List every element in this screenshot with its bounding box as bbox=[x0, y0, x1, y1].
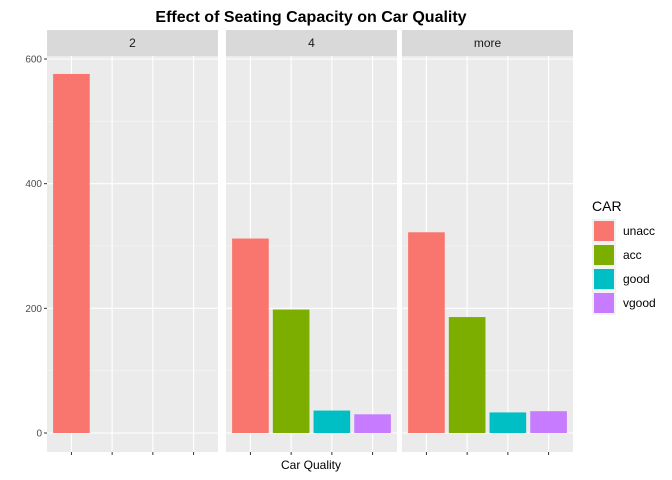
legend-key-unacc bbox=[594, 221, 614, 241]
y-tick-label: 600 bbox=[25, 55, 42, 66]
bar-4-unacc bbox=[232, 238, 269, 433]
facet-panel-2: 2 bbox=[47, 30, 218, 455]
y-tick-label: 200 bbox=[25, 304, 42, 315]
bar-2-unacc bbox=[53, 73, 90, 434]
x-axis-title: Car Quality bbox=[281, 458, 341, 472]
facet-strip-label: more bbox=[474, 36, 502, 50]
bar-4-acc bbox=[272, 309, 310, 433]
legend-label-acc: acc bbox=[623, 248, 642, 262]
facet-strip bbox=[47, 30, 218, 56]
y-tick-label: 400 bbox=[25, 179, 42, 190]
bar-4-vgood bbox=[354, 414, 391, 433]
y-axis: 0 200 400 600 bbox=[25, 55, 47, 440]
y-tick-label: 0 bbox=[36, 429, 42, 440]
bar-more-unacc bbox=[408, 232, 445, 433]
bar-more-vgood bbox=[530, 411, 567, 433]
bar-more-acc bbox=[448, 317, 486, 433]
legend-title: CAR bbox=[592, 198, 622, 214]
legend-label-good: good bbox=[623, 272, 650, 286]
facet-panels: 2 4 more bbox=[47, 30, 573, 455]
facet-strip bbox=[402, 30, 573, 56]
legend-label-unacc: unacc bbox=[623, 224, 655, 238]
legend-items: unacc acc good vgood bbox=[592, 219, 656, 315]
bar-more-good bbox=[489, 412, 527, 433]
bar-4-good bbox=[313, 410, 351, 433]
legend: CAR unacc acc good vgood bbox=[592, 198, 656, 315]
legend-label-vgood: vgood bbox=[623, 296, 656, 310]
facet-strip-label: 2 bbox=[129, 36, 136, 50]
facet-panel-more: more bbox=[402, 30, 573, 455]
legend-key-acc bbox=[594, 245, 614, 265]
facet-strip bbox=[226, 30, 397, 56]
chart-title: Effect of Seating Capacity on Car Qualit… bbox=[155, 9, 466, 26]
facet-panel-4: 4 bbox=[226, 30, 397, 455]
legend-key-vgood bbox=[594, 293, 614, 313]
legend-key-good bbox=[594, 269, 614, 289]
facet-strip-label: 4 bbox=[308, 36, 315, 50]
